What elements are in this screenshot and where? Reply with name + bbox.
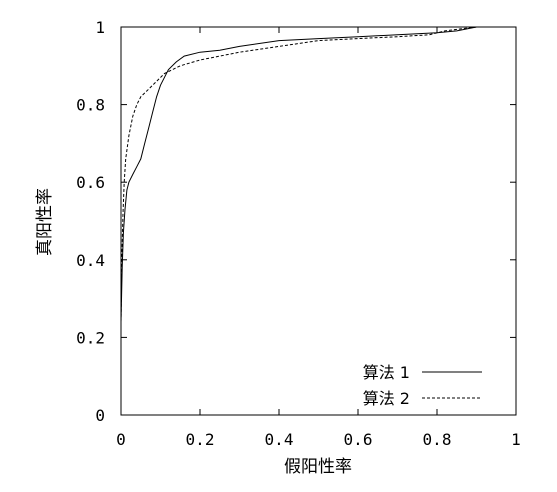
legend: 算法 1 算法 2: [363, 363, 482, 408]
x-tick-label: 1: [511, 430, 521, 449]
series-layer: [120, 26, 516, 322]
y-tick-label: 0.2: [76, 328, 105, 347]
x-tick-label: 0: [116, 430, 126, 449]
x-tick-label: 0.4: [265, 430, 294, 449]
y-tick-label: 1: [95, 18, 105, 37]
x-tick-label: 0.8: [423, 430, 452, 449]
y-axis-title: 真阳性率: [35, 188, 55, 256]
x-tick-label: 0.2: [186, 430, 215, 449]
y-tick-label: 0.8: [76, 96, 105, 115]
y-tick-label: 0.4: [76, 251, 105, 270]
x-axis-title: 假阳性率: [284, 457, 352, 477]
series-line-1: [120, 26, 516, 322]
x-tick-label: 0.6: [344, 430, 373, 449]
y-tick-label: 0.6: [76, 173, 105, 192]
plot-axes: 0 0.2 0.4 0.6 0.8 1 0 0.2 0.4 0.6 0.8 1: [76, 18, 521, 449]
legend-label-1: 算法 1: [363, 363, 410, 382]
legend-label-2: 算法 2: [363, 389, 410, 408]
series-line-2: [120, 26, 516, 322]
plot-frame: [120, 26, 517, 416]
y-tick-label: 0: [95, 406, 105, 425]
